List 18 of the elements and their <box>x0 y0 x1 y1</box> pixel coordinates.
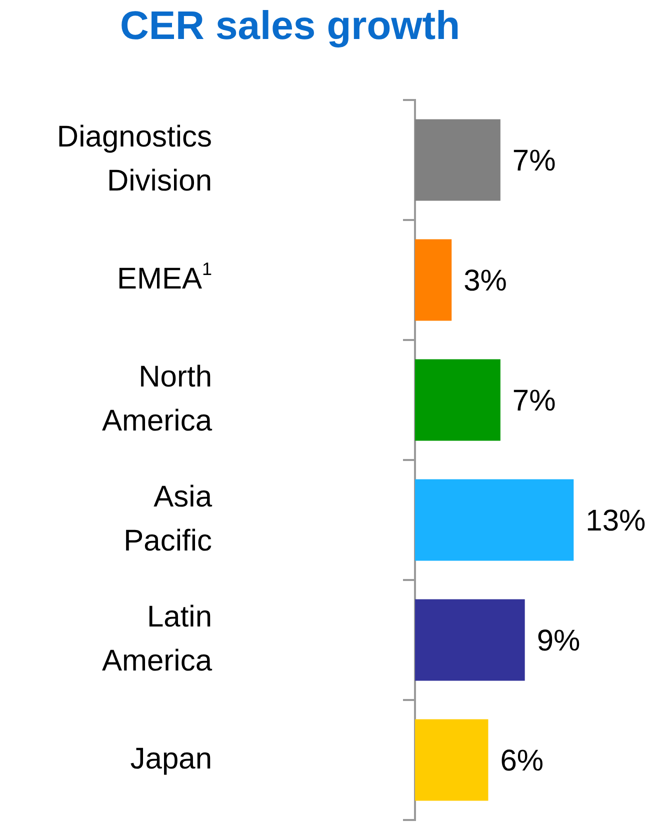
bar <box>415 599 525 681</box>
bar <box>415 119 500 201</box>
data-label: 6% <box>500 744 544 778</box>
bar <box>415 479 574 561</box>
y-tick-label: Asia Pacific <box>124 480 212 558</box>
y-tick-label: Japan <box>130 742 212 776</box>
y-tick-label: Latin America <box>102 600 212 678</box>
data-label: 7% <box>512 384 556 418</box>
bar <box>415 359 500 441</box>
data-label: 7% <box>512 144 556 178</box>
bar <box>415 719 488 801</box>
data-label: 13% <box>586 504 646 538</box>
y-tick-label: Diagnostics Division <box>56 120 212 198</box>
chart-title: CER sales growth <box>118 4 462 49</box>
data-label: 9% <box>536 624 580 658</box>
data-label: 3% <box>464 264 507 298</box>
y-tick-label: North America <box>102 360 212 438</box>
bar <box>415 239 452 321</box>
